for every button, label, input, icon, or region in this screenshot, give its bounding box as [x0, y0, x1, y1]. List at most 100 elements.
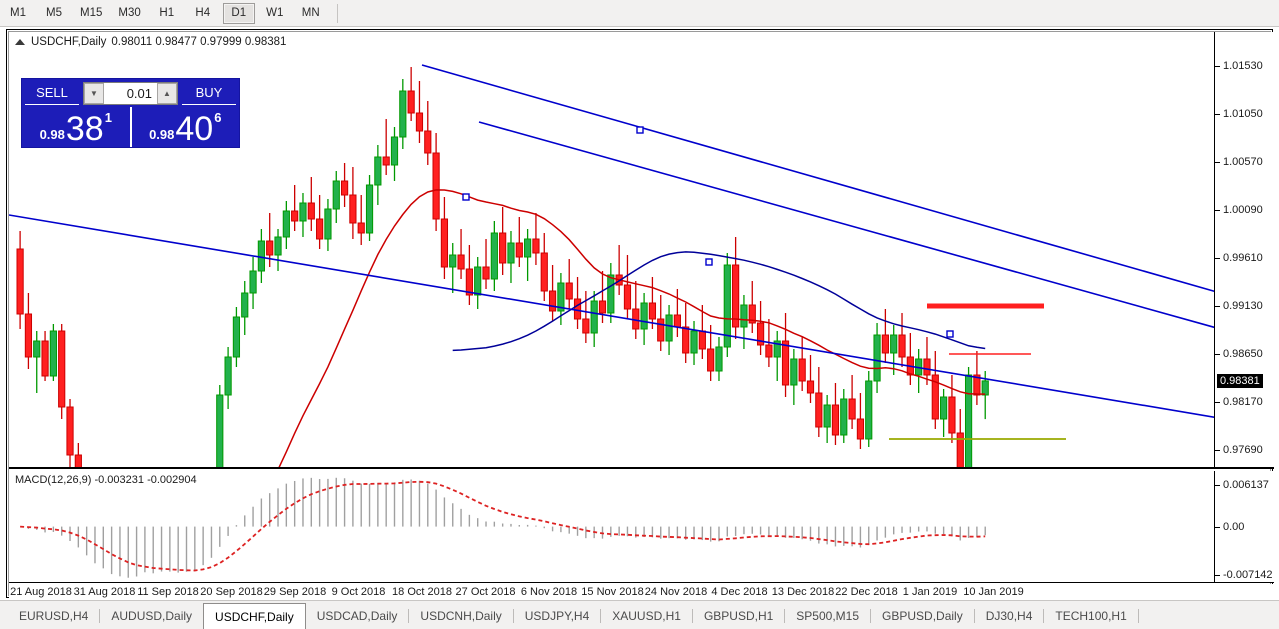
sell-button[interactable]: SELL: [25, 82, 79, 105]
price-axis-label: 0.98170: [1223, 396, 1263, 408]
chart-tab-usdcnh-daily[interactable]: USDCNH,Daily: [420, 609, 502, 623]
chart-tab-xauusd-h1[interactable]: XAUUSD,H1: [612, 609, 681, 623]
chart-ohlc-values: 0.98011 0.98477 0.97999 0.98381: [111, 36, 287, 48]
date-axis-label: 24 Nov 2018: [644, 586, 708, 598]
chevron-down-icon[interactable]: ▼: [84, 82, 104, 104]
date-axis-label: 22 Dec 2018: [835, 586, 898, 598]
price-axis-tick: [1215, 258, 1220, 259]
oct-price-row: 0.98 38 1 0.98 40 6: [22, 107, 239, 147]
timeframe-h1[interactable]: H1: [159, 7, 175, 19]
date-axis-label: 20 Sep 2018: [200, 586, 263, 598]
price-axis-tick: [1215, 450, 1220, 451]
timeframe-d1[interactable]: D1: [222, 2, 255, 24]
tab-divider: [408, 609, 410, 623]
macd-axis-label: 0.006137: [1223, 479, 1269, 491]
collapse-triangle-icon[interactable]: [15, 39, 25, 45]
date-axis-label: 29 Sep 2018: [263, 586, 327, 598]
oct-top-row: SELL ▼ 0.01 ▲ BUY: [22, 79, 239, 107]
date-axis-label: 1 Jan 2019: [902, 586, 958, 598]
price-axis-label: 0.99130: [1223, 300, 1263, 312]
chart-tab-audusd-daily[interactable]: AUDUSD,Daily: [111, 609, 193, 623]
tab-divider: [512, 609, 514, 623]
price-axis-tick: [1215, 354, 1220, 355]
volume-stepper[interactable]: ▼ 0.01 ▲: [83, 81, 178, 105]
date-axis-label: 9 Oct 2018: [331, 586, 386, 598]
lower-channel-line: [9, 214, 1214, 418]
macd-axis-label: -0.007142: [1223, 569, 1273, 581]
timeframe-w1[interactable]: W1: [266, 7, 284, 19]
date-axis[interactable]: 21 Aug 2018 31 Aug 2018 11 Sep 2018 20 Sep …: [9, 584, 1274, 599]
macd-indicator-label: MACD(12,26,9) -0.003231 -0.002904: [15, 474, 197, 486]
price-axis-tick: [1215, 66, 1220, 67]
current-price-tag: 0.98381: [1217, 373, 1263, 388]
macd-axis-label: 0.00: [1223, 520, 1245, 533]
trendline-handle: [705, 258, 713, 266]
buy-button[interactable]: BUY: [182, 82, 236, 105]
price-axis-tick: [1215, 306, 1220, 307]
chart-tab-usdchf-daily[interactable]: USDCHF,Daily: [203, 603, 306, 629]
mid-channel-line: [478, 121, 1214, 329]
price-axis-label: 1.01530: [1223, 60, 1263, 72]
tab-divider: [870, 609, 872, 623]
date-axis-label: 31 Aug 2018: [73, 586, 136, 598]
date-axis-label: 4 Dec 2018: [711, 586, 768, 598]
price-axis-tick: [1215, 162, 1220, 163]
chart-tab-eurusd-h4[interactable]: EURUSD,H4: [19, 609, 89, 623]
chart-tab-usdjpy-h4[interactable]: USDJPY,H4: [524, 609, 590, 623]
macd-pane[interactable]: MACD(12,26,9) -0.003231 -0.002904 0.0061…: [9, 471, 1274, 583]
date-axis-label: 13 Dec 2018: [771, 586, 835, 598]
macd-canvas[interactable]: [9, 471, 1214, 583]
macd-axis-tick: [1215, 575, 1220, 576]
timeframe-m5[interactable]: M5: [46, 7, 62, 19]
date-axis-label: 15 Nov 2018: [581, 586, 644, 598]
chevron-up-icon[interactable]: ▲: [157, 82, 177, 104]
price-axis-tick: [1215, 114, 1220, 115]
chart-frame-inner: USDCHF,Daily 0.98011 0.98477 0.97999 0.9…: [8, 31, 1274, 599]
timeframe-mn[interactable]: MN: [301, 7, 320, 19]
tab-divider: [99, 609, 101, 623]
date-axis-label: 6 Nov 2018: [520, 586, 578, 598]
chart-header: USDCHF,Daily 0.98011 0.98477 0.97999 0.9…: [15, 36, 286, 48]
sell-price-fraction: 1: [104, 110, 112, 125]
timeframe-m1[interactable]: M1: [10, 7, 26, 19]
sell-price-prefix: 0.98: [39, 127, 65, 142]
price-pane[interactable]: USDCHF,Daily 0.98011 0.98477 0.97999 0.9…: [9, 32, 1274, 469]
candlestick-canvas[interactable]: [9, 32, 1214, 469]
price-axis-label: 1.00090: [1223, 204, 1263, 216]
chart-frame: USDCHF,Daily 0.98011 0.98477 0.97999 0.9…: [6, 29, 1274, 599]
buy-price-big: 40: [175, 110, 214, 149]
tab-divider: [691, 609, 693, 623]
chart-tab-gbpusd-h1[interactable]: GBPUSD,H1: [703, 609, 774, 623]
timeframe-m30[interactable]: M30: [118, 7, 141, 19]
tab-divider: [973, 609, 975, 623]
buy-price[interactable]: 0.98 40 6: [129, 107, 240, 149]
price-axis-label: 0.98650: [1223, 348, 1263, 360]
price-axis-tick: [1215, 402, 1220, 403]
chart-tab-usdcad-daily[interactable]: USDCAD,Daily: [316, 609, 398, 623]
upper-channel-line: [421, 64, 1214, 292]
chart-tab-sp500-m15[interactable]: SP500,M15: [796, 609, 860, 623]
tab-divider: [1137, 609, 1139, 623]
price-axis[interactable]: 1.01530 1.01050 1.00570 1.00090 0.99610 0.991…: [1214, 32, 1274, 467]
timeframe-toolbar: M1 M5 M15 M30 H1 H4 D1 W1 MN: [0, 0, 1279, 27]
tab-divider: [1043, 609, 1045, 623]
chart-tab-gbpusd-daily[interactable]: GBPUSD,Daily: [882, 609, 963, 623]
chart-tab-tech100-h1[interactable]: TECH100,H1: [1055, 609, 1127, 623]
tab-divider: [600, 609, 602, 623]
toolbar-divider: [336, 3, 338, 23]
trendline-handle: [636, 126, 644, 134]
timeframe-m15[interactable]: M15: [80, 7, 103, 19]
one-click-trading-panel[interactable]: SELL ▼ 0.01 ▲ BUY 0.98 38 1: [21, 78, 240, 148]
price-axis-label: 0.99610: [1223, 252, 1263, 264]
chart-symbol-label: USDCHF,Daily: [31, 36, 107, 48]
volume-input[interactable]: 0.01: [104, 82, 157, 104]
price-axis-label: 0.97690: [1223, 444, 1263, 456]
sell-price-big: 38: [65, 110, 104, 149]
chart-tab-dj30-h4[interactable]: DJ30,H4: [985, 609, 1033, 623]
date-axis-label: 10 Jan 2019: [963, 586, 1024, 598]
timeframe-h4[interactable]: H4: [195, 7, 211, 19]
macd-axis-tick: [1215, 485, 1220, 486]
sell-price[interactable]: 0.98 38 1: [22, 107, 130, 147]
tab-divider: [784, 609, 786, 623]
